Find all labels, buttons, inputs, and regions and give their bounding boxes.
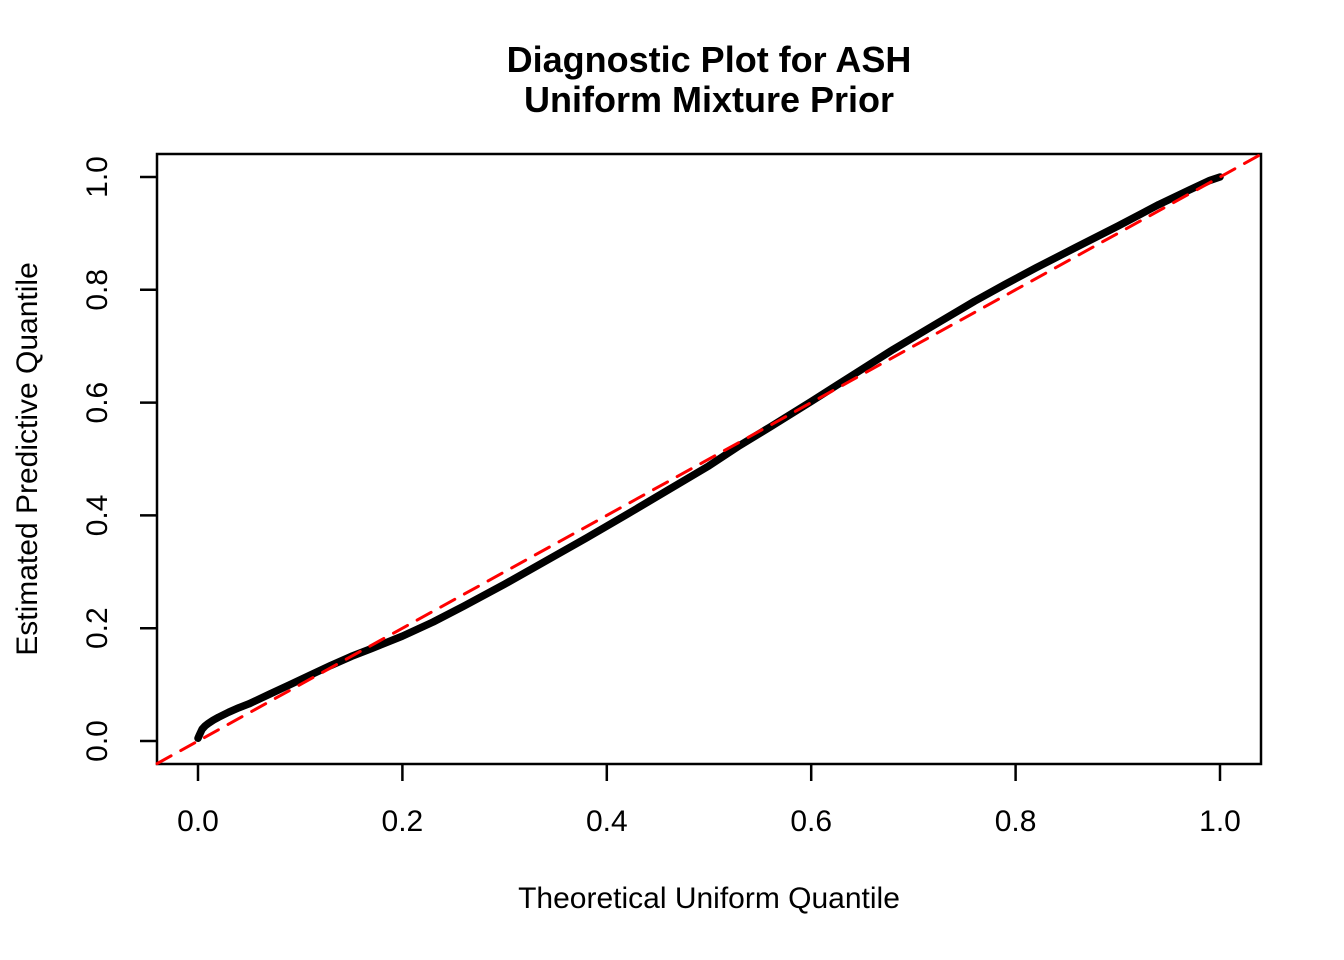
y-tick-label: 1.0 [81,156,114,198]
plot-title: Diagnostic Plot for ASH Uniform Mixture P… [157,40,1261,120]
plot-frame [155,152,1263,766]
y-tick-label: 0.2 [81,607,114,649]
y-axis-title: Estimated Predictive Quantile [11,262,44,656]
plot-title-line1: Diagnostic Plot for ASH [506,39,912,80]
x-tick-label: 0.8 [995,805,1037,838]
x-axis-title: Theoretical Uniform Quantile [518,882,900,915]
x-tick-label: 0.6 [790,805,832,838]
y-tick-label: 0.0 [81,720,114,762]
reference-identity-line [155,152,1263,766]
x-tick-label: 0.4 [586,805,628,838]
x-tick-label: 0.0 [177,805,219,838]
estimated-predictive-quantile-curve [194,173,1224,742]
y-tick-label: 0.6 [81,382,114,424]
y-tick-label: 0.8 [81,269,114,311]
y-tick-label: 0.4 [81,495,114,537]
plot-title-line2: Uniform Mixture Prior [523,79,895,120]
x-tick-label: 0.2 [382,805,424,838]
x-tick-label: 1.0 [1199,805,1241,838]
